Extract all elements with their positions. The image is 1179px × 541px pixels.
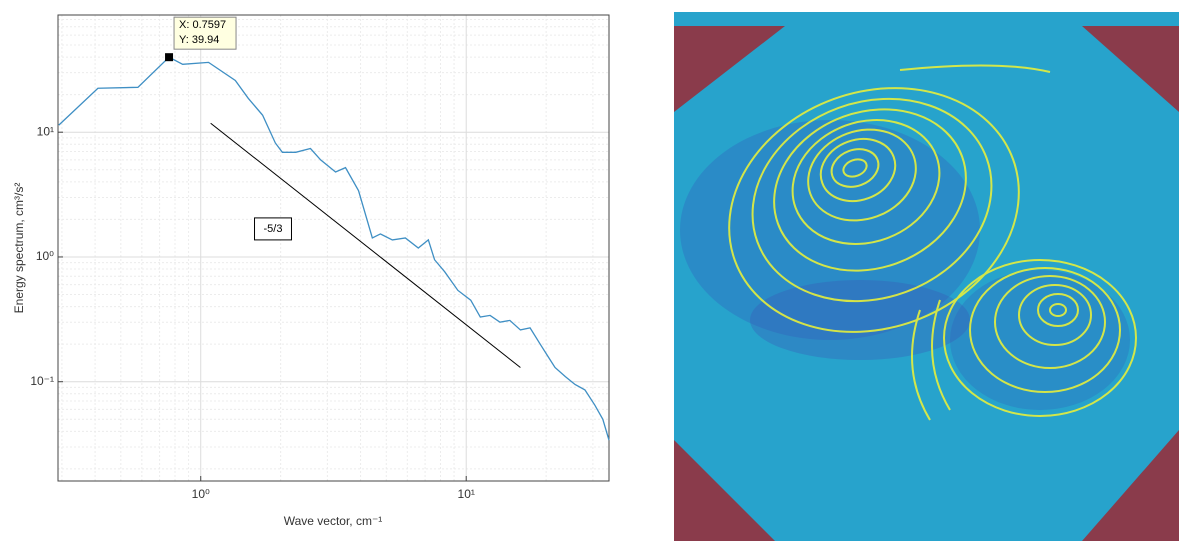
x-tick-label: 10⁰ bbox=[192, 487, 210, 501]
reference-label-box bbox=[254, 217, 292, 241]
datatip-box bbox=[173, 16, 237, 50]
flow-image bbox=[674, 12, 1179, 541]
y-tick-label: 10¹ bbox=[37, 124, 54, 138]
plot-area bbox=[58, 15, 609, 481]
y-tick-label: 10⁰ bbox=[36, 249, 54, 263]
reference-label: -5/3 bbox=[264, 223, 283, 235]
axes: 10⁰ 10¹ 10⁻¹ 10⁰ 10¹ bbox=[30, 14, 610, 501]
datatip-marker bbox=[165, 53, 174, 62]
axes-box bbox=[57, 14, 610, 482]
datatip-x: X: 0.7597 bbox=[179, 19, 226, 31]
y-tick-label: 10⁻¹ bbox=[30, 374, 54, 388]
datatip-y: Y: 39.94 bbox=[179, 34, 219, 46]
reference-line bbox=[210, 122, 521, 368]
y-axis-label: Energy spectrum, cm³/s² bbox=[12, 183, 26, 314]
x-axis-label: Wave vector, cm⁻¹ bbox=[284, 514, 383, 528]
line bbox=[58, 56, 610, 441]
x-tick-label: 10¹ bbox=[458, 487, 475, 501]
